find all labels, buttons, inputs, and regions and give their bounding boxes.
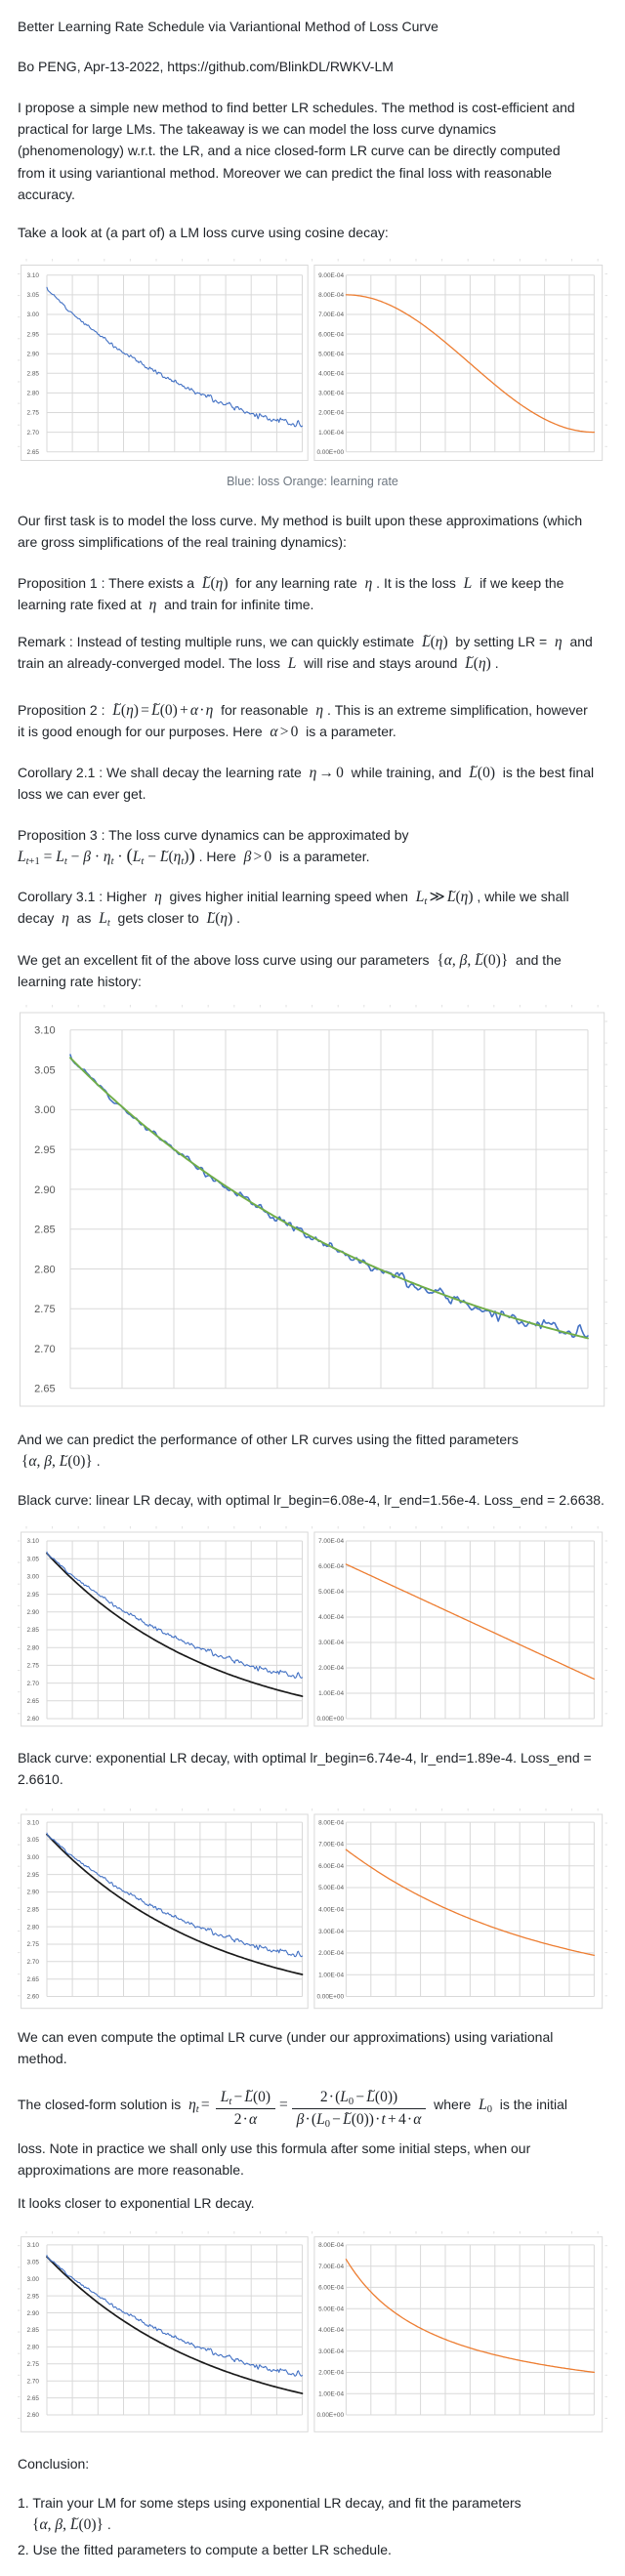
svg-text:2.95: 2.95	[34, 1144, 55, 1156]
svg-text:2.80: 2.80	[27, 1924, 40, 1931]
svg-text:2.85: 2.85	[27, 1627, 40, 1634]
svg-text:4.00E-04: 4.00E-04	[318, 371, 344, 378]
svg-text:7.00E-04: 7.00E-04	[318, 1842, 344, 1849]
svg-text:2.90: 2.90	[34, 1184, 55, 1196]
svg-text:3.00: 3.00	[27, 2276, 40, 2283]
svg-text:3.05: 3.05	[27, 2259, 40, 2265]
svg-text:2.75: 2.75	[27, 2361, 40, 2368]
svg-text:3.10: 3.10	[27, 1819, 40, 1826]
svg-text:2.70: 2.70	[27, 1959, 40, 1966]
svg-text:3.00E-04: 3.00E-04	[318, 1929, 344, 1935]
svg-text:3.10: 3.10	[27, 2242, 40, 2249]
svg-text:6.00E-04: 6.00E-04	[318, 2284, 344, 2291]
svg-text:1.00E-04: 1.00E-04	[318, 1690, 344, 1697]
svg-text:2.85: 2.85	[27, 1907, 40, 1914]
svg-text:5.00E-04: 5.00E-04	[318, 351, 344, 357]
svg-text:3.00E-04: 3.00E-04	[318, 391, 344, 397]
svg-text:7.00E-04: 7.00E-04	[318, 1538, 344, 1545]
svg-text:3.05: 3.05	[27, 1837, 40, 1844]
svg-text:2.00E-04: 2.00E-04	[318, 2369, 344, 2376]
svg-text:3.00: 3.00	[27, 312, 40, 318]
svg-text:2.70: 2.70	[27, 1680, 40, 1686]
svg-text:2.90: 2.90	[27, 351, 40, 357]
svg-text:2.65: 2.65	[27, 1976, 40, 1983]
svg-text:0.00E+00: 0.00E+00	[316, 1716, 344, 1723]
svg-text:8.00E-04: 8.00E-04	[318, 1819, 344, 1826]
svg-text:3.05: 3.05	[27, 1556, 40, 1562]
svg-text:2.80: 2.80	[27, 2344, 40, 2350]
svg-text:3.00E-04: 3.00E-04	[318, 2348, 344, 2355]
svg-text:2.75: 2.75	[34, 1304, 55, 1315]
svg-text:2.95: 2.95	[27, 1591, 40, 1598]
svg-text:3.00: 3.00	[27, 1573, 40, 1580]
svg-text:2.65: 2.65	[27, 449, 40, 456]
svg-text:2.85: 2.85	[34, 1225, 55, 1236]
svg-text:8.00E-04: 8.00E-04	[318, 292, 344, 299]
svg-text:1.00E-04: 1.00E-04	[318, 430, 344, 436]
svg-text:2.75: 2.75	[27, 1662, 40, 1669]
svg-text:2.75: 2.75	[27, 1941, 40, 1948]
svg-text:3.10: 3.10	[27, 272, 40, 279]
svg-text:3.00E-04: 3.00E-04	[318, 1640, 344, 1646]
svg-text:3.05: 3.05	[27, 292, 40, 299]
svg-text:2.60: 2.60	[27, 1716, 40, 1723]
svg-text:6.00E-04: 6.00E-04	[318, 331, 344, 338]
svg-text:3.05: 3.05	[34, 1064, 55, 1076]
svg-text:2.85: 2.85	[27, 2327, 40, 2334]
svg-text:7.00E-04: 7.00E-04	[318, 2263, 344, 2269]
svg-text:9.00E-04: 9.00E-04	[318, 272, 344, 279]
svg-text:1.00E-04: 1.00E-04	[318, 1972, 344, 1978]
svg-text:2.00E-04: 2.00E-04	[318, 410, 344, 417]
svg-text:2.95: 2.95	[27, 1872, 40, 1879]
svg-text:2.85: 2.85	[27, 371, 40, 378]
svg-text:2.80: 2.80	[34, 1264, 55, 1275]
svg-text:2.60: 2.60	[27, 1994, 40, 2001]
svg-text:2.00E-04: 2.00E-04	[318, 1950, 344, 1957]
svg-text:0.00E+00: 0.00E+00	[316, 449, 344, 456]
svg-text:2.75: 2.75	[27, 410, 40, 417]
svg-text:6.00E-04: 6.00E-04	[318, 1863, 344, 1870]
svg-text:3.10: 3.10	[27, 1538, 40, 1545]
svg-text:3.10: 3.10	[34, 1025, 55, 1037]
svg-text:3.00: 3.00	[27, 1854, 40, 1861]
svg-text:2.95: 2.95	[27, 2293, 40, 2300]
svg-text:5.00E-04: 5.00E-04	[318, 1589, 344, 1596]
svg-text:2.80: 2.80	[27, 1644, 40, 1651]
svg-text:7.00E-04: 7.00E-04	[318, 312, 344, 318]
svg-text:0.00E+00: 0.00E+00	[316, 1994, 344, 2001]
svg-text:4.00E-04: 4.00E-04	[318, 1614, 344, 1621]
svg-text:5.00E-04: 5.00E-04	[318, 2306, 344, 2312]
svg-text:2.90: 2.90	[27, 1609, 40, 1616]
svg-text:8.00E-04: 8.00E-04	[318, 2242, 344, 2249]
svg-text:2.90: 2.90	[27, 2309, 40, 2316]
svg-text:2.80: 2.80	[27, 391, 40, 397]
svg-text:1.00E-04: 1.00E-04	[318, 2390, 344, 2397]
svg-text:2.60: 2.60	[27, 2412, 40, 2419]
svg-text:2.65: 2.65	[34, 1384, 55, 1395]
svg-text:2.70: 2.70	[27, 2378, 40, 2385]
svg-text:2.90: 2.90	[27, 1890, 40, 1896]
svg-text:5.00E-04: 5.00E-04	[318, 1885, 344, 1891]
svg-text:0.00E+00: 0.00E+00	[316, 2412, 344, 2419]
svg-text:2.70: 2.70	[34, 1344, 55, 1355]
svg-text:2.65: 2.65	[27, 2394, 40, 2401]
svg-text:4.00E-04: 4.00E-04	[318, 2327, 344, 2334]
svg-text:2.70: 2.70	[27, 430, 40, 436]
svg-text:3.00: 3.00	[34, 1104, 55, 1116]
svg-text:6.00E-04: 6.00E-04	[318, 1563, 344, 1570]
svg-text:2.95: 2.95	[27, 331, 40, 338]
svg-text:4.00E-04: 4.00E-04	[318, 1907, 344, 1914]
svg-text:2.65: 2.65	[27, 1698, 40, 1705]
svg-text:2.00E-04: 2.00E-04	[318, 1665, 344, 1672]
